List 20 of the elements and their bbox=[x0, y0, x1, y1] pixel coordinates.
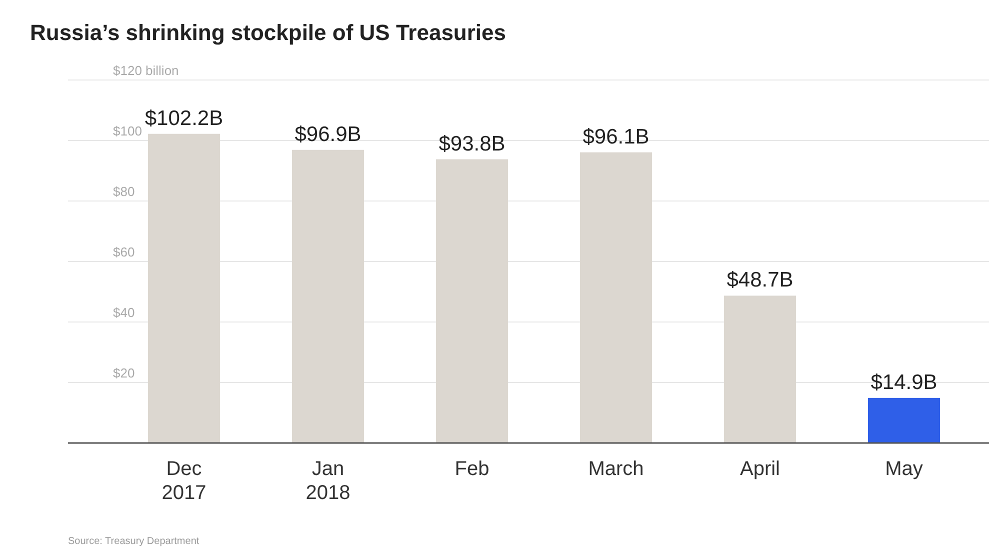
x-tick-label: Dec 2017 bbox=[162, 458, 206, 504]
data-label: $48.7B bbox=[726, 268, 794, 292]
y-tick-label: $20 bbox=[113, 366, 135, 380]
source-note: Source: Treasury Department bbox=[68, 536, 200, 547]
x-tick-label: Feb bbox=[454, 458, 490, 480]
data-label: $93.8B bbox=[438, 132, 506, 156]
data-label: $96.1B bbox=[582, 125, 650, 148]
x-tick-label: Jan 2018 bbox=[306, 458, 350, 504]
data-label: $102.2B bbox=[144, 106, 224, 130]
y-tick-label: $80 bbox=[113, 184, 135, 199]
y-tick-label: $120 billion bbox=[113, 63, 179, 78]
chart-title: Russia’s shrinking stockpile of US Treasuries bbox=[30, 20, 506, 45]
y-tick-label: $100 bbox=[113, 124, 142, 138]
y-tick-label: $40 bbox=[113, 305, 135, 320]
data-label: $96.9B bbox=[294, 122, 362, 146]
x-tick-label: April bbox=[740, 458, 780, 480]
y-tick-label: $60 bbox=[113, 244, 135, 260]
x-tick-label: May bbox=[885, 458, 923, 480]
data-label: $14.9B bbox=[870, 370, 938, 394]
x-tick-label: March bbox=[588, 458, 644, 480]
